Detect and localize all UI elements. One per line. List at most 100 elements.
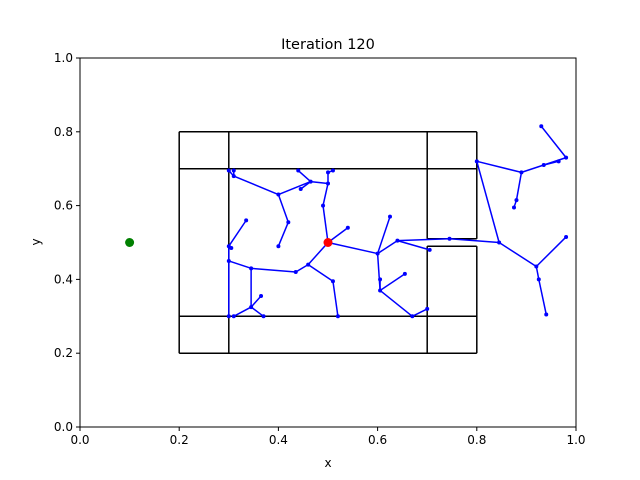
- tree-node: [564, 155, 569, 160]
- plot-frame: [79, 57, 577, 428]
- tree-node: [474, 159, 479, 164]
- x-tick-label: 0.8: [467, 433, 486, 447]
- tree-edge: [322, 205, 329, 243]
- tree-edge: [233, 175, 279, 196]
- tree-edge: [250, 295, 262, 308]
- tree-node: [293, 270, 298, 275]
- tree-edge: [379, 289, 413, 317]
- tree-edge: [538, 279, 547, 315]
- tree-edge: [476, 161, 500, 243]
- y-tick-label: 0.2: [54, 346, 73, 360]
- tree-edge: [535, 266, 540, 280]
- tree-node: [447, 236, 452, 241]
- tree-node: [229, 246, 234, 251]
- tree-edge: [295, 263, 309, 273]
- tree-node: [231, 168, 236, 173]
- tree-node: [244, 218, 249, 223]
- tree-edge: [327, 241, 378, 255]
- tree-node: [296, 168, 301, 173]
- x-axis-label: x: [324, 456, 331, 470]
- tree-node: [259, 294, 264, 299]
- tree-node: [541, 163, 546, 168]
- tree-edge: [521, 164, 544, 174]
- x-tick-label: 0.0: [70, 433, 89, 447]
- x-tick-label: 1.0: [566, 433, 585, 447]
- tree-edge: [233, 306, 252, 317]
- tree-edge: [535, 236, 567, 268]
- goal-point: [125, 238, 135, 247]
- tree-node: [388, 214, 392, 219]
- tree-edge: [515, 172, 523, 201]
- tree-edge: [397, 238, 450, 242]
- y-axis-ticks: 0.0 0.2 0.4 0.6 0.8 1.0: [54, 51, 80, 434]
- tree-node: [231, 314, 236, 319]
- tree-node: [534, 264, 539, 269]
- tree-node: [514, 198, 519, 203]
- tree-node: [321, 203, 326, 208]
- tree-edge: [498, 241, 537, 268]
- tree-nodes-layer: [226, 124, 569, 319]
- tree-node: [345, 225, 350, 230]
- tree-edge: [540, 125, 567, 159]
- tree-node: [306, 262, 311, 267]
- tree-edge: [322, 183, 329, 206]
- tree-edge: [377, 240, 398, 255]
- tree-node: [536, 277, 541, 282]
- x-tick-label: 0.6: [368, 433, 387, 447]
- tree-edge: [379, 273, 406, 292]
- tree-edge: [251, 267, 296, 273]
- tree-node: [375, 251, 380, 256]
- x-tick-label: 0.4: [269, 433, 288, 447]
- tree-node: [286, 220, 291, 225]
- tree-edge: [310, 180, 329, 185]
- tree-node: [564, 234, 569, 239]
- tree-node: [425, 306, 430, 311]
- tree-edge: [411, 308, 428, 317]
- tree-node: [231, 174, 236, 179]
- tree-node: [226, 258, 231, 263]
- tree-node: [497, 240, 502, 245]
- tree-edge: [297, 169, 312, 183]
- tree-node: [512, 205, 516, 210]
- tree-node: [308, 179, 313, 184]
- tree-node: [330, 279, 335, 284]
- tree-node: [276, 244, 281, 249]
- chart-title: Iteration 120: [281, 37, 375, 53]
- tree-edge: [307, 241, 329, 266]
- tree-node: [410, 314, 415, 319]
- tree-node: [544, 312, 549, 317]
- tree-node: [298, 186, 303, 191]
- tree-edge: [332, 281, 339, 317]
- tree-edge: [228, 219, 247, 247]
- tree-node: [330, 168, 335, 173]
- tree-edge: [250, 306, 264, 317]
- tree-node: [226, 168, 231, 173]
- tree-edge: [277, 194, 290, 223]
- tree-node: [378, 288, 383, 293]
- y-axis-label: y: [29, 238, 43, 245]
- tree-node: [226, 314, 231, 319]
- tree-node: [249, 266, 254, 271]
- tree-node: [395, 238, 400, 243]
- y-tick-label: 0.8: [54, 125, 73, 139]
- tree-node: [539, 124, 544, 129]
- tree-node: [378, 277, 383, 282]
- tree-edge: [476, 160, 522, 174]
- y-tick-label: 1.0: [54, 51, 73, 65]
- tree-node: [326, 181, 330, 186]
- tree-node: [276, 192, 281, 197]
- tree-edge: [543, 156, 567, 166]
- tree-node: [402, 271, 407, 276]
- tree-edge: [228, 260, 252, 270]
- y-tick-label: 0.4: [54, 272, 73, 286]
- tree-edge: [277, 221, 290, 247]
- markers-layer: [125, 238, 333, 247]
- x-axis-ticks: 0.0 0.2 0.4 0.6 0.8 1.0: [70, 427, 586, 447]
- tree-edge: [376, 216, 391, 254]
- tree-node: [249, 305, 254, 310]
- tree-edge: [397, 239, 430, 251]
- start-point: [323, 238, 333, 247]
- tree-edge: [278, 180, 311, 196]
